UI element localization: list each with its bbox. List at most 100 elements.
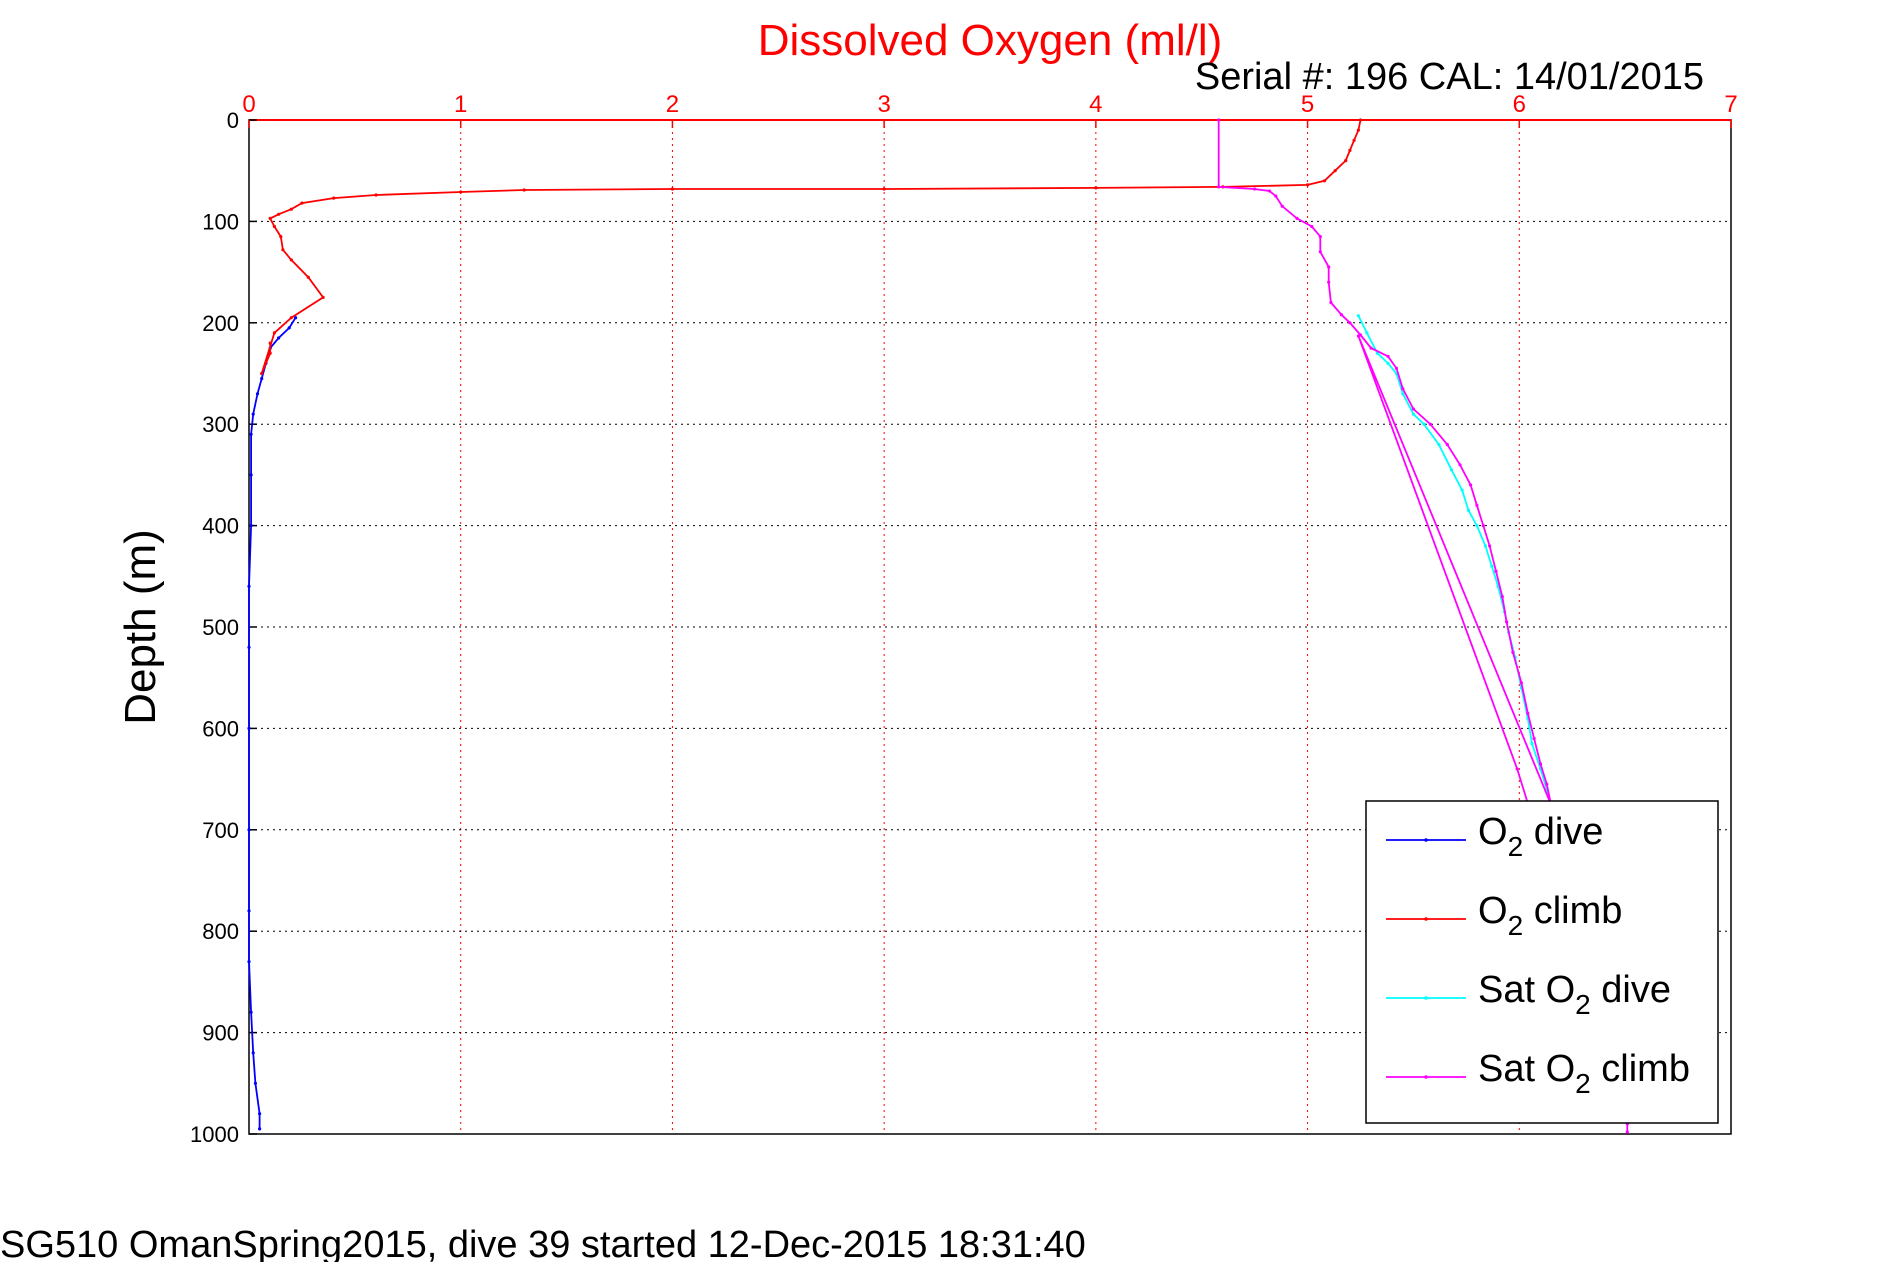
point-sat_o2_dive-9 (1449, 468, 1454, 472)
point-o2_dive-18 (251, 1051, 255, 1055)
point-sat_o2_climb-22 (1445, 442, 1449, 447)
point-o2_climb-5 (321, 295, 325, 299)
point-sat_o2_climb-13 (1339, 313, 1343, 317)
x-tick-label-2: 2 (666, 91, 679, 118)
legend-label-o2_climb: O2 climb (1478, 890, 1622, 941)
point-o2_climb-14 (300, 201, 304, 205)
point-o2_dive-7 (251, 412, 255, 416)
point-o2_climb-15 (332, 196, 336, 200)
point-sat_o2_climb-28 (1494, 569, 1498, 573)
y-tick-label-9: 900 (202, 1021, 239, 1046)
point-o2_dive-14 (247, 828, 251, 832)
point-sat_o2_dive-5 (1401, 392, 1405, 396)
point-sat_o2_dive-12 (1475, 524, 1479, 528)
legend-marker-sat_o2_dive (1424, 996, 1428, 1000)
point-sat_o2_dive-10 (1460, 488, 1464, 492)
series-layer (247, 118, 1629, 1134)
point-sat_o2_climb-6 (1295, 216, 1299, 220)
point-o2_dive-17 (249, 1010, 253, 1014)
y-tick-label-5: 500 (202, 615, 239, 640)
point-o2_climb-2 (260, 371, 264, 376)
point-o2_climb-19 (670, 187, 675, 191)
point-o2_dive-21 (258, 1127, 262, 1131)
point-sat_o2_dive-21 (1530, 742, 1534, 746)
point-sat_o2_climb-8 (1318, 235, 1322, 239)
series-sat_o2_climb (1217, 118, 1629, 1134)
point-o2_climb-21 (1094, 186, 1098, 190)
point-o2_climb-23 (1306, 183, 1310, 187)
y-tick-label-6: 600 (202, 716, 239, 741)
point-sat_o2_climb-4 (1274, 194, 1278, 198)
point-o2_dive-10 (249, 524, 253, 528)
chart-title: Dissolved Oxygen (ml/l) (758, 16, 1223, 65)
point-sat_o2_dive-8 (1437, 442, 1441, 447)
point-sat_o2_climb-23 (1458, 463, 1462, 467)
point-o2_climb-9 (279, 235, 283, 239)
legend-label-sat_o2_dive: Sat O2 dive (1478, 969, 1671, 1020)
grid (249, 120, 1731, 1134)
point-sat_o2_climb-18 (1394, 366, 1399, 370)
point-o2_climb-4 (289, 316, 293, 320)
point-sat_o2_climb-12 (1329, 300, 1333, 305)
point-o2_climb-0 (268, 341, 272, 345)
point-sat_o2_climb-9 (1318, 250, 1322, 254)
x-tick-label-6: 6 (1513, 91, 1526, 118)
point-sat_o2_climb-16 (1369, 346, 1373, 350)
y-tick-label-0: 0 (227, 108, 239, 133)
point-sat_o2_climb-41 (1625, 1130, 1629, 1134)
point-o2_climb-3 (272, 331, 276, 335)
legend-marker-o2_dive (1424, 838, 1428, 842)
point-sat_o2_climb-25 (1475, 503, 1479, 507)
x-tick-label-0: 0 (242, 91, 255, 118)
series-line-sat_o2_climb (1217, 120, 1629, 1132)
x-axis-ticks: 0 1 2 3 4 5 6 7 (242, 91, 1738, 128)
point-o2_dive-6 (255, 392, 260, 396)
point-o2_dive-0 (294, 316, 298, 320)
point-o2_dive-1 (287, 326, 291, 330)
point-sat_o2_climb-2 (1253, 187, 1257, 191)
point-sat_o2_dive-0 (1356, 314, 1360, 318)
point-sat_o2_dive-13 (1483, 544, 1487, 548)
point-sat_o2_climb-21 (1428, 422, 1432, 426)
point-o2_climb-13 (289, 207, 293, 211)
x-tick-label-4: 4 (1089, 91, 1102, 118)
point-o2_climb-10 (272, 224, 276, 229)
y-tick-label-8: 800 (202, 919, 239, 944)
x-tick-label-3: 3 (877, 91, 890, 118)
point-sat_o2_climb-32 (1519, 681, 1523, 685)
y-tick-label-1: 100 (202, 209, 239, 234)
point-sat_o2_climb-0 (1217, 118, 1221, 122)
point-sat_o2_climb-3 (1267, 189, 1272, 193)
point-o2_climb-26 (1344, 159, 1348, 163)
y-axis-label: Depth (m) (116, 529, 165, 725)
point-o2_climb-29 (1356, 128, 1360, 132)
legend-box (1365, 800, 1719, 1124)
point-o2_climb-16 (374, 193, 378, 197)
y-axis-ticks: 0 100 200 300 400 500 600 700 800 900 1000 (190, 108, 257, 1147)
point-o2_dive-16 (247, 960, 251, 964)
point-sat_o2_dive-1 (1365, 331, 1369, 335)
point-o2_climb-7 (289, 258, 293, 262)
point-sat_o2_climb-35 (1538, 762, 1543, 766)
point-sat_o2_climb-5 (1280, 204, 1284, 208)
point-sat_o2_climb-36 (1545, 782, 1549, 786)
point-o2_climb-30 (1358, 118, 1363, 122)
point-sat_o2_climb-27 (1488, 544, 1492, 548)
point-o2_climb-28 (1352, 138, 1356, 142)
point-o2_climb-11 (268, 216, 272, 220)
point-o2_dive-12 (247, 645, 251, 649)
point-sat_o2_climb-7 (1310, 224, 1314, 229)
point-o2_dive-9 (249, 473, 253, 477)
point-sat_o2_climb-10 (1327, 265, 1331, 269)
legend-label-sat_o2_climb: Sat O2 climb (1478, 1048, 1690, 1099)
point-o2_climb-27 (1348, 148, 1352, 152)
chart-subtitle: Serial #: 196 CAL: 14/01/2015 (1195, 56, 1704, 98)
footer-caption: SG510 OmanSpring2015, dive 39 started 12… (0, 1224, 1086, 1262)
legend: O2 dive O2 climb Sat O2 dive Sat O2 climb (1365, 800, 1719, 1124)
point-o2_climb-1 (268, 351, 272, 355)
point-sat_o2_dive-6 (1411, 412, 1415, 416)
point-sat_o2_climb-24 (1469, 483, 1473, 487)
y-tick-label-7: 700 (202, 818, 239, 843)
point-sat_o2_dive-14 (1490, 564, 1494, 568)
